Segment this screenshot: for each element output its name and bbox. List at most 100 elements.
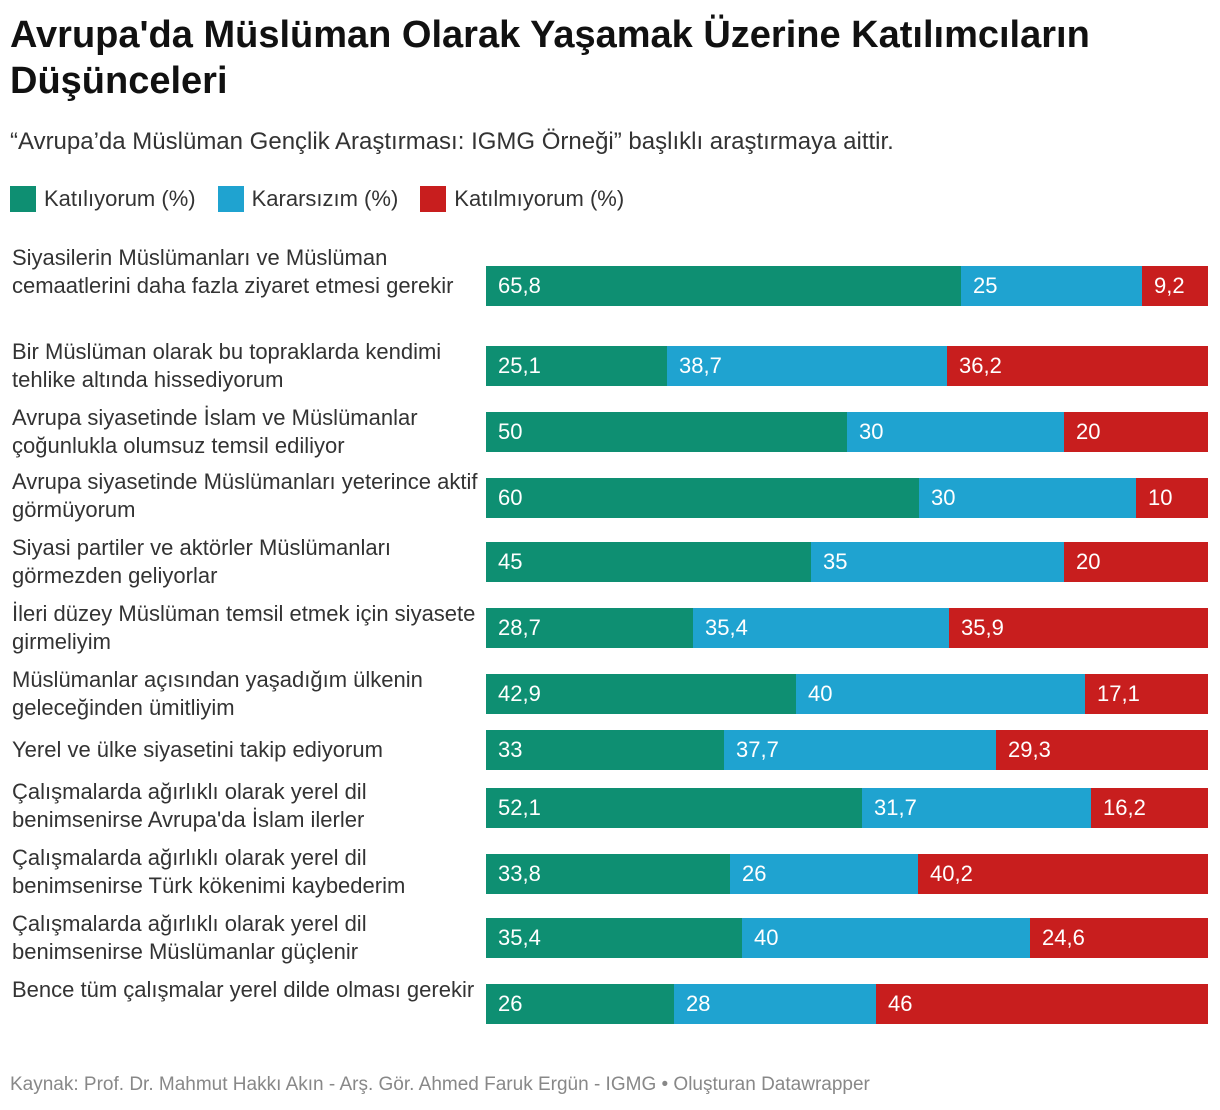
data-label: 20 — [1076, 419, 1101, 444]
data-label: 25,1 — [498, 353, 541, 378]
bar-segment-agree — [486, 412, 847, 452]
bar-row: 45 35 20 — [486, 542, 1208, 582]
data-label: 40,2 — [930, 861, 973, 886]
bar-row: 60 30 10 — [486, 478, 1208, 518]
bar-segment-disagree — [1064, 412, 1208, 452]
bar-row: 65,8 25 9,2 — [486, 266, 1208, 306]
data-label: 40 — [808, 681, 833, 706]
data-label: 28,7 — [498, 615, 541, 640]
data-label: 38,7 — [679, 353, 722, 378]
bar-segment-agree — [486, 730, 724, 770]
legend-label-agree: Katılıyorum (%) — [44, 186, 196, 211]
bar-segment-undecided — [742, 918, 1030, 958]
bar-segment-agree — [486, 346, 667, 386]
row-label: Çalışmalarda ağırlıklı olarak yerel dil … — [12, 779, 367, 832]
legend-item-disagree: Katılmıyorum (%) — [420, 186, 624, 212]
chart-subtitle: “Avrupa’da Müslüman Gençlik Araştırması:… — [10, 128, 894, 155]
legend-swatch-disagree — [420, 186, 447, 212]
bar-segment-disagree — [1030, 918, 1208, 958]
row-label: Avrupa siyasetinde İslam ve Müslümanlar … — [12, 405, 418, 458]
bar-segment-agree — [486, 984, 674, 1024]
row-label: Çalışmalarda ağırlıklı olarak yerel dil … — [12, 845, 406, 898]
bar-row: 52,1 31,7 16,2 — [486, 788, 1208, 828]
row-label: Çalışmalarda ağırlıklı olarak yerel dil … — [12, 911, 367, 964]
bar-segment-undecided — [796, 674, 1085, 714]
data-label: 30 — [859, 419, 884, 444]
bar-row: 42,9 40 17,1 — [486, 674, 1208, 714]
bar-segment-agree — [486, 788, 862, 828]
data-label: 9,2 — [1154, 273, 1185, 298]
bar-segment-agree — [486, 478, 919, 518]
bar-segment-agree — [486, 608, 693, 648]
data-label: 33 — [498, 737, 523, 762]
data-label: 35,4 — [705, 615, 748, 640]
bar-segment-agree — [486, 266, 961, 306]
legend: Katılıyorum (%) Kararsızım (%) Katılmıyo… — [10, 186, 646, 212]
data-label: 40 — [754, 925, 779, 950]
data-label: 52,1 — [498, 795, 541, 820]
data-label: 10 — [1148, 485, 1173, 510]
bar-row: 33 37,7 29,3 — [486, 730, 1208, 770]
data-label: 20 — [1076, 549, 1101, 574]
legend-item-agree: Katılıyorum (%) — [10, 186, 196, 212]
data-label: 36,2 — [959, 353, 1002, 378]
bar-row: 50 30 20 — [486, 412, 1208, 452]
row-label: Bence tüm çalışmalar yerel dilde olması … — [12, 977, 475, 1002]
bar-row: 26 28 46 — [486, 984, 1208, 1024]
bar-row: 35,4 40 24,6 — [486, 918, 1208, 958]
bar-segment-disagree — [947, 346, 1208, 386]
bar-row: 25,1 38,7 36,2 — [486, 346, 1208, 386]
data-label: 37,7 — [736, 737, 779, 762]
data-label: 35,9 — [961, 615, 1004, 640]
data-label: 16,2 — [1103, 795, 1146, 820]
source-note: Kaynak: Prof. Dr. Mahmut Hakkı Akın - Ar… — [10, 1074, 870, 1095]
row-label: Avrupa siyasetinde Müslümanları yeterinc… — [12, 469, 478, 522]
data-label: 46 — [888, 991, 913, 1016]
bar-row: 28,7 35,4 35,9 — [486, 608, 1208, 648]
bar-segment-agree — [486, 674, 796, 714]
legend-swatch-agree — [10, 186, 36, 212]
data-label: 31,7 — [874, 795, 917, 820]
data-label: 26 — [498, 991, 523, 1016]
bar-segment-disagree — [1085, 674, 1208, 714]
data-label: 33,8 — [498, 861, 541, 886]
bar-segment-disagree — [1142, 266, 1208, 306]
data-label: 29,3 — [1008, 737, 1051, 762]
legend-item-undecided: Kararsızım (%) — [217, 186, 399, 212]
data-label: 28 — [686, 991, 711, 1016]
row-label: Bir Müslüman olarak bu topraklarda kendi… — [12, 339, 442, 392]
bar-segment-undecided — [693, 608, 949, 648]
row-label: Siyasilerin Müslümanları ve Müslüman cem… — [12, 245, 454, 298]
legend-swatch-undecided — [217, 186, 244, 212]
data-label: 60 — [498, 485, 523, 510]
bar-segment-undecided — [724, 730, 996, 770]
data-label: 25 — [973, 273, 998, 298]
legend-label-undecided: Kararsızım (%) — [251, 186, 399, 211]
bar-segment-disagree — [1064, 542, 1208, 582]
legend-label-disagree: Katılmıyorum (%) — [454, 186, 625, 211]
data-label: 30 — [931, 485, 956, 510]
data-label: 50 — [498, 419, 523, 444]
bar-segment-undecided — [730, 854, 918, 894]
bar-segment-agree — [486, 542, 811, 582]
bar-segment-undecided — [674, 984, 876, 1024]
bar-segment-undecided — [862, 788, 1091, 828]
bar-segment-disagree — [996, 730, 1208, 770]
data-label: 42,9 — [498, 681, 541, 706]
row-label: Siyasi partiler ve aktörler Müslümanları… — [12, 535, 392, 588]
bar-segment-undecided — [811, 542, 1064, 582]
bar-segment-undecided — [667, 346, 947, 386]
bar-segment-undecided — [847, 412, 1064, 452]
data-label: 35,4 — [498, 925, 541, 950]
bar-segment-agree — [486, 854, 730, 894]
bar-segment-undecided — [919, 478, 1136, 518]
data-label: 35 — [823, 549, 848, 574]
data-label: 45 — [498, 549, 523, 574]
bar-segment-disagree — [918, 854, 1208, 894]
bar-segment-disagree — [876, 984, 1208, 1024]
chart-title: Avrupa'da Müslüman Olarak Yaşamak Üzerin… — [10, 14, 1090, 102]
data-label: 26 — [742, 861, 767, 886]
bar-segment-disagree — [949, 608, 1208, 648]
row-label: Yerel ve ülke siyasetini takip ediyorum — [12, 737, 383, 762]
